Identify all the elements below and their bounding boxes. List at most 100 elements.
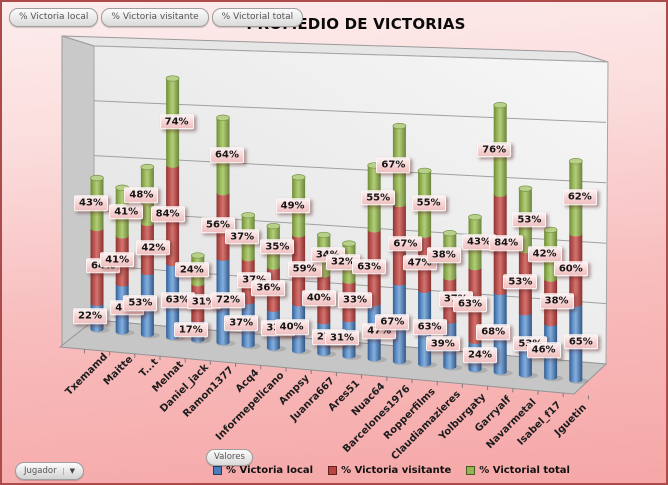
bar-top-cap[interactable] [468,214,482,221]
bar-segment[interactable] [166,263,180,338]
bar-cylinder-Nuac64[interactable] [367,162,382,362]
bar-top-cap[interactable] [165,75,180,82]
bar-segment[interactable] [468,341,482,370]
bar-top-cap[interactable] [493,102,508,109]
bar-cylinder-Jguetin[interactable] [568,158,583,383]
bar-segment[interactable] [518,250,532,313]
bar-segment[interactable] [443,320,457,367]
bar-cylinder-Ampsy[interactable] [291,174,306,354]
bar-segment[interactable] [90,178,104,229]
values-axis-button[interactable]: Valores [206,449,253,466]
bar-segment[interactable] [342,319,356,356]
bar-segment[interactable] [392,282,406,362]
bar-cylinder-Daniel_jack[interactable] [190,252,205,343]
bar-segment[interactable] [342,243,356,281]
bar-top-cap[interactable] [316,231,331,239]
bar-cylinder-Melnat[interactable] [165,75,180,340]
bar-segment[interactable] [518,312,532,375]
bar-top-cap[interactable] [442,230,457,237]
bar-segment[interactable] [140,272,154,335]
bar-segment[interactable] [115,283,129,332]
bar-segment[interactable] [518,188,532,251]
category-axis-dropdown[interactable]: Jugador ▼ [15,462,84,480]
bar-top-cap[interactable] [342,240,356,247]
bar-segment[interactable] [392,126,406,205]
bar-top-cap[interactable] [417,167,432,174]
bar-segment[interactable] [191,255,205,284]
bar-top-cap[interactable] [543,226,558,234]
bar-segment[interactable] [292,303,306,351]
bar-cylinder-Yolburgaty[interactable] [468,214,482,373]
bar-cylinder-Isabel_f17[interactable] [543,226,558,381]
bar-segment[interactable] [317,274,331,322]
bar-cylinder-Navarmetal[interactable] [518,185,533,378]
bar-segment[interactable] [292,177,306,235]
bar-cylinder-Ramon1377[interactable] [216,114,230,346]
bar-segment[interactable] [544,279,558,324]
toggle-victoria-local[interactable]: % Victoria local [9,8,99,27]
bar-segment[interactable] [418,170,432,236]
bar-top-cap[interactable] [392,122,407,130]
bar-cylinder-Acq4[interactable] [241,212,256,348]
bar-segment[interactable] [569,161,583,234]
bar-segment[interactable] [115,187,129,236]
bar-segment[interactable] [367,303,381,359]
bar-top-cap[interactable] [518,185,533,192]
bar-cylinder-Informepelicano[interactable] [266,222,281,351]
bar-cylinder-Juanra667[interactable] [316,231,331,356]
bar-segment[interactable] [544,323,558,378]
bar-segment[interactable] [241,215,255,259]
bar-segment[interactable] [468,217,482,268]
bar-segment[interactable] [166,78,180,166]
bar-segment[interactable] [241,301,255,346]
bar-segment[interactable] [569,303,583,380]
bar-segment[interactable] [266,309,280,348]
bar-segment[interactable] [292,234,306,304]
bar-segment[interactable] [367,229,381,304]
bar-segment[interactable] [443,233,457,278]
bar-segment[interactable] [90,228,104,304]
bar-segment[interactable] [317,321,331,354]
bar-segment[interactable] [216,117,230,193]
bar-segment[interactable] [90,303,104,329]
bar-segment[interactable] [266,226,280,268]
bar-segment[interactable] [216,258,230,343]
bar-top-cap[interactable] [190,252,205,259]
bar-segment[interactable] [266,267,280,310]
bar-top-cap[interactable] [291,174,306,181]
bar-segment[interactable] [241,258,255,302]
bar-segment[interactable] [367,165,381,230]
bar-cylinder-Garryalf[interactable] [493,102,508,375]
bar-segment[interactable] [191,319,205,340]
toggle-victorial-total[interactable]: % Victorial total [211,8,304,27]
bar-segment[interactable] [468,267,482,342]
bar-cylinder-Ropperfilms[interactable] [417,167,432,367]
bar-top-cap[interactable] [367,162,382,169]
bar-top-cap[interactable] [266,222,281,230]
bar-top-cap[interactable] [568,158,583,165]
bar-cylinder-T...t[interactable] [140,163,155,338]
bar-segment[interactable] [544,229,558,280]
bar-segment[interactable] [493,194,507,293]
bar-segment[interactable] [418,290,432,364]
bar-segment[interactable] [166,165,180,264]
bar-cylinder-Barcelones1976[interactable] [392,122,407,365]
bar-cylinder-Maitte[interactable] [115,184,130,335]
bar-segment[interactable] [443,277,457,321]
bar-top-cap[interactable] [216,114,230,121]
bar-segment[interactable] [115,235,129,284]
bar-segment[interactable] [569,233,583,304]
bar-segment[interactable] [493,292,507,372]
bar-segment[interactable] [493,105,507,195]
bar-top-cap[interactable] [115,184,130,191]
bar-segment[interactable] [140,223,154,273]
bar-cylinder-Txemamd[interactable] [90,174,104,332]
bar-segment[interactable] [418,235,432,291]
bar-cylinder-Ares51[interactable] [342,240,356,359]
bar-segment[interactable] [317,234,331,275]
bar-segment[interactable] [216,192,230,259]
bar-top-cap[interactable] [140,163,155,171]
bar-cylinder-Claudiamazieres[interactable] [442,230,457,370]
bar-segment[interactable] [342,280,356,320]
bar-top-cap[interactable] [241,212,256,219]
